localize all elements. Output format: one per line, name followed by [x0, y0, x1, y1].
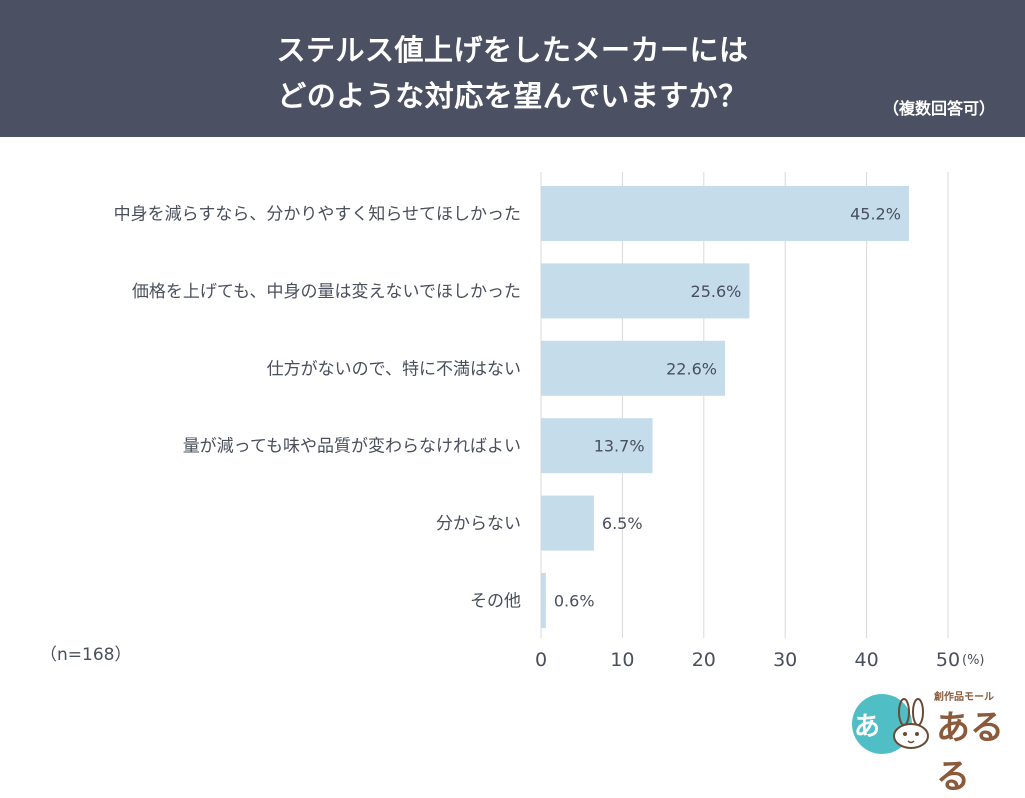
bar-3 [541, 418, 653, 474]
logo-tagline: 創作品モール [934, 692, 994, 703]
category-label-2: 仕方がないので、特に不満はない [267, 359, 521, 379]
sample-size-note: （n=168） [40, 645, 132, 665]
bar-chart: 中身を減らすなら、分かりやすく知らせてほしかった 45.2% 価格を上げても、中身の… [114, 172, 985, 671]
bar-2 [541, 340, 725, 396]
bar-5 [541, 573, 546, 628]
chart-title: ステルス値上げをしたメーカーには どのような対応を望んでいますか？ [0, 27, 1025, 119]
logo-mark: あ [854, 712, 881, 742]
bar-4 [541, 495, 594, 551]
category-label-5: その他 [470, 592, 521, 612]
bar-0 [541, 186, 909, 241]
category-label-4: 分からない [436, 514, 521, 534]
category-label-1: 価格を上げても、中身の量は変えないでほしかった [132, 282, 521, 302]
multiple-answer-note: （複数回答可） [882, 99, 995, 118]
rabbit-icon [893, 698, 929, 749]
category-label-3: 量が減っても味や品質が変わらなければよい [183, 437, 521, 457]
x-tick-label-50: 50 [936, 649, 960, 671]
title-line-2: どのような対応を望んでいますか？ [277, 79, 748, 113]
brand-logo: あ 創作品モール あるる [852, 690, 1012, 797]
x-tick-label-0: 0 [535, 649, 547, 671]
x-unit-label: (%) [962, 653, 985, 668]
value-label-3: 13.7% [594, 437, 645, 456]
x-tick-label-20: 20 [692, 649, 716, 671]
value-label-5: 0.6% [554, 592, 595, 611]
x-tick-label-40: 40 [855, 649, 879, 671]
value-label-2: 22.6% [666, 359, 717, 378]
x-tick-label-30: 30 [773, 649, 797, 671]
x-tick-label-10: 10 [610, 649, 634, 671]
category-label-0: 中身を減らすなら、分かりやすく知らせてほしかった [114, 205, 521, 225]
bar-1 [541, 263, 750, 319]
value-label-1: 25.6% [691, 282, 742, 301]
logo-brand-name: あるる [936, 708, 1004, 797]
value-label-0: 45.2% [850, 205, 901, 224]
title-line-1: ステルス値上げをしたメーカーには [276, 33, 749, 67]
value-label-4: 6.5% [602, 514, 643, 533]
header-banner: ステルス値上げをしたメーカーには どのような対応を望んでいますか？ （複数回答可… [0, 0, 1025, 137]
